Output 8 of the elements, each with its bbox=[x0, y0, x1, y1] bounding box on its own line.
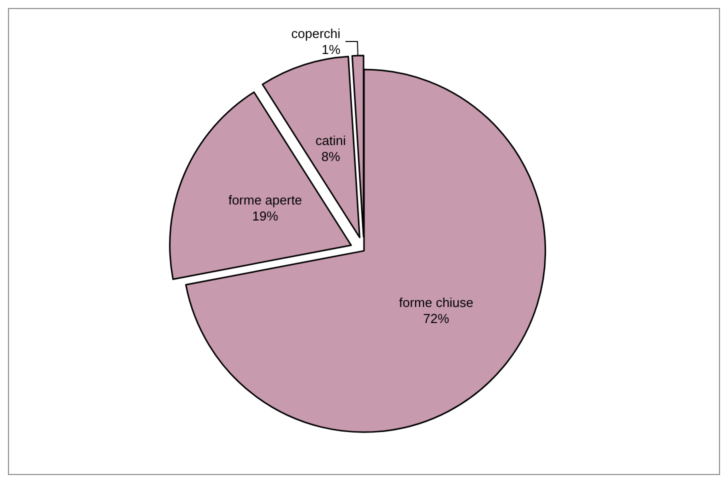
slice-label: coperchi bbox=[291, 26, 341, 42]
data-label: 1% bbox=[322, 42, 341, 58]
slice-label: forme chiuse bbox=[398, 295, 474, 310]
data-label: 8% bbox=[321, 148, 341, 164]
slice-label: forme aperte bbox=[228, 192, 302, 208]
data-label: 72% bbox=[423, 311, 450, 326]
data-label: 19% bbox=[252, 208, 279, 224]
slice-label: catini bbox=[316, 132, 346, 148]
